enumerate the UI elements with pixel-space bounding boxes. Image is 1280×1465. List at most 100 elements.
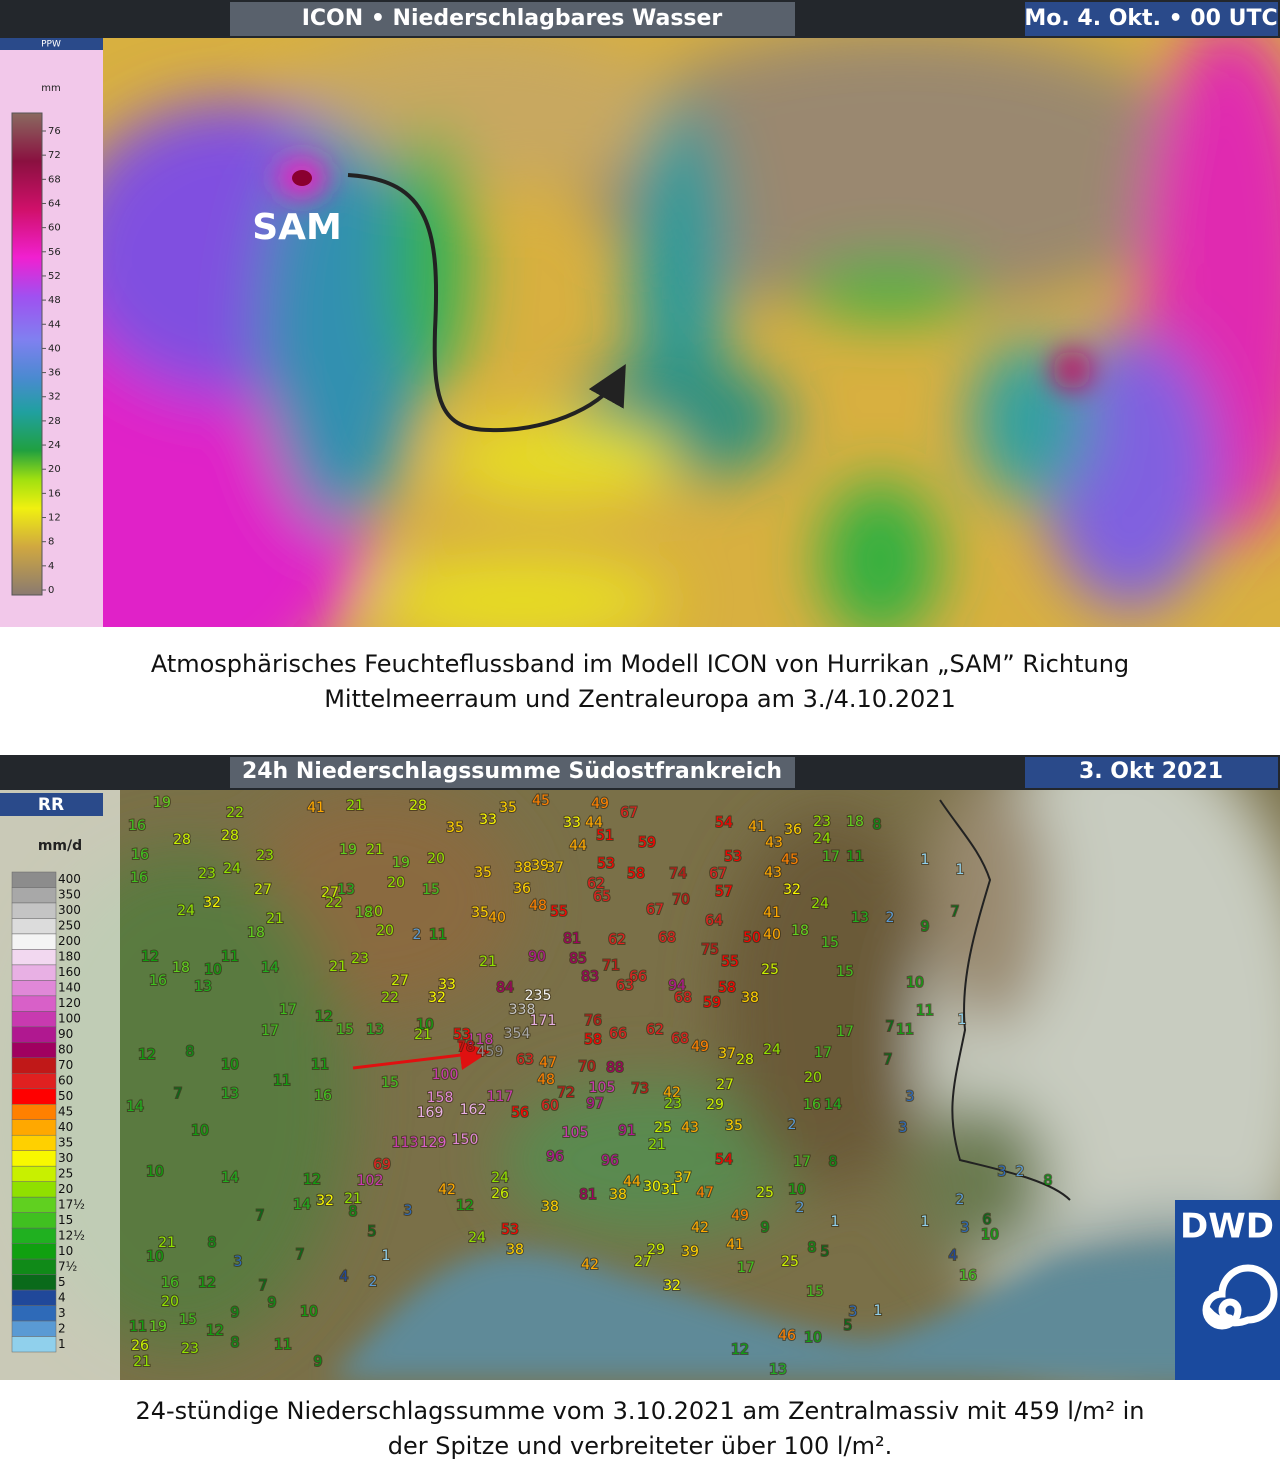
legend-label: 7½ (58, 1259, 77, 1273)
station-value: 7 (174, 1086, 183, 1102)
station-value: 22 (325, 895, 343, 911)
storm-label: SAM (252, 207, 342, 248)
station-value: 8 (186, 1044, 195, 1060)
station-value: 44 (585, 815, 603, 831)
station-value: 97 (586, 1096, 604, 1112)
station-value: 62 (646, 1022, 664, 1038)
station-value: 15 (381, 1075, 399, 1091)
station-value: 113 (392, 1135, 419, 1151)
station-value: 39 (531, 858, 549, 874)
station-value: 169 (417, 1105, 444, 1121)
station-value: 22 (226, 805, 244, 821)
station-value: 21 (329, 959, 347, 975)
station-value: 90 (528, 949, 546, 965)
station-value: 68 (658, 930, 676, 946)
title-box (230, 2, 795, 36)
station-value: 10 (204, 962, 222, 978)
station-value: 83 (581, 969, 599, 985)
station-value: 117 (487, 1089, 514, 1105)
legend-label: 400 (58, 872, 81, 886)
station-value: 13 (366, 1022, 384, 1038)
legend-label: 24 (48, 440, 61, 451)
legend-swatch (11, 949, 57, 966)
station-value: 36 (513, 881, 531, 897)
station-value: 2 (788, 1117, 797, 1133)
station-value: 6 (983, 1212, 992, 1228)
legend-label: 0 (48, 585, 54, 596)
legend-label: 28 (48, 416, 61, 427)
station-value: 62 (587, 876, 605, 892)
legend-label: 12½ (58, 1228, 85, 1242)
legend-label: 45 (58, 1105, 73, 1119)
station-value: 42 (691, 1220, 709, 1236)
station-value: 11 (221, 949, 239, 965)
station-value: 12 (141, 949, 159, 965)
station-value: 30 (643, 1179, 661, 1195)
station-value: 49 (731, 1208, 749, 1224)
station-value: 24 (813, 831, 831, 847)
legend-label: 32 (48, 392, 61, 403)
station-value: 81 (563, 931, 581, 947)
station-value: 7 (886, 1019, 895, 1035)
station-value: 28 (221, 828, 239, 844)
legend-swatch (11, 1011, 57, 1028)
legend-title: PPW (41, 40, 61, 50)
dwd-logo: DWD (1175, 1200, 1280, 1380)
station-value: 66 (629, 969, 647, 985)
station-value: 13 (221, 1086, 239, 1102)
station-value: 51 (596, 828, 614, 844)
station-value: 23 (664, 1096, 682, 1112)
caption-line: 24-stündige Niederschlagssumme vom 3.10.… (135, 1397, 1144, 1425)
station-value: 76 (584, 1013, 602, 1029)
station-value: 74 (669, 866, 687, 882)
station-value: 66 (609, 1026, 627, 1042)
legend-swatch (11, 1305, 57, 1322)
station-value: 65 (593, 889, 611, 905)
station-value: 15 (806, 1284, 824, 1300)
station-value: 41 (307, 800, 325, 816)
station-value: 88 (606, 1060, 624, 1076)
station-value: 43 (681, 1120, 699, 1136)
station-value: 459 (477, 1044, 504, 1060)
station-value: 23 (813, 814, 831, 830)
station-value: 16 (803, 1097, 821, 1113)
pointer-arrow (352, 1040, 490, 1071)
station-value: 2 (369, 1274, 378, 1290)
station-value: 25 (756, 1185, 774, 1201)
legend-label: 140 (58, 981, 81, 995)
station-value: 37 (674, 1170, 692, 1186)
station-value: 91 (618, 1123, 636, 1139)
legend-label: 60 (58, 1074, 73, 1088)
station-value: 3 (998, 1164, 1007, 1180)
station-value: 105 (562, 1125, 589, 1141)
station-value: 18 (247, 925, 265, 941)
legend-label: 2 (58, 1321, 66, 1335)
legend-swatch (11, 1227, 57, 1244)
station-value: 32 (203, 895, 221, 911)
legend-label: 76 (48, 126, 61, 137)
station-value: 58 (627, 866, 645, 882)
caption-line: Atmosphärisches Feuchteflussband im Mode… (151, 650, 1129, 678)
legend-label: 48 (48, 295, 61, 306)
station-value: 12 (303, 1172, 321, 1188)
station-value: 21 (266, 911, 284, 927)
station-value: 8 (829, 1154, 838, 1170)
station-value: 20 (387, 875, 405, 891)
station-value: 17 (279, 1002, 297, 1018)
station-value: 45 (781, 852, 799, 868)
station-value: 1 (956, 862, 965, 878)
station-value: 41 (726, 1237, 744, 1253)
station-value: 63 (516, 1052, 534, 1068)
station-value: 13 (851, 910, 869, 926)
station-value: 94 (668, 978, 686, 994)
station-value: 7 (884, 1052, 893, 1068)
station-value: 26 (131, 1338, 149, 1354)
legend-label: 200 (58, 934, 81, 948)
map-date: Mo. 4. Okt. • 00 UTC (1024, 6, 1277, 31)
station-value: 16 (149, 973, 167, 989)
station-value: 33 (563, 815, 581, 831)
station-value: 32 (783, 882, 801, 898)
station-value: 10 (221, 1057, 239, 1073)
station-value: 41 (763, 905, 781, 921)
station-value: 14 (261, 960, 279, 976)
